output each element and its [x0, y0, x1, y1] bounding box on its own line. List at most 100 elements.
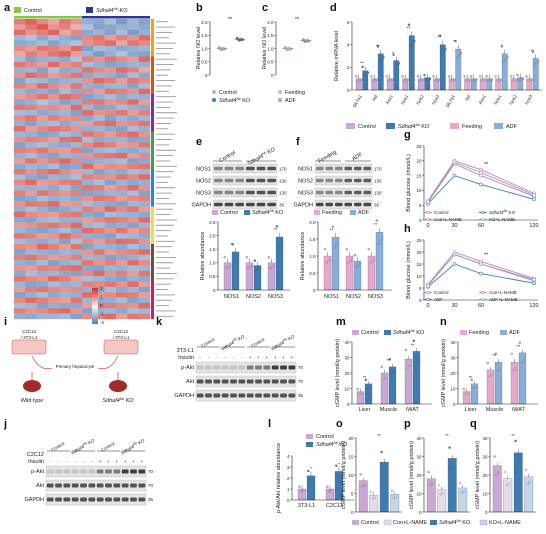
- heatmap-cell: [138, 142, 151, 148]
- heatmap-cell: [59, 292, 71, 298]
- heatmap-scale-segment: [92, 300, 98, 303]
- panel-f-legend-adf: ADF: [358, 210, 370, 216]
- heatmap-cell: [138, 244, 151, 250]
- heatmap-cell: [127, 308, 139, 314]
- panel-d-point: [407, 23, 411, 26]
- panel-q-y-tick-label: 0: [485, 510, 488, 515]
- panel-h-legend-marker: [481, 297, 485, 302]
- heatmap-cell: [82, 131, 94, 138]
- heatmap-cell: [25, 120, 37, 127]
- panel-m-point: [356, 387, 359, 391]
- panel-e-blot-strip: [212, 175, 278, 186]
- heatmap-cell: [36, 136, 49, 143]
- panel-k-blot-band: [238, 365, 246, 370]
- panel-k-blot-band: [271, 365, 279, 370]
- heatmap-cell: [127, 35, 139, 41]
- heatmap-cell: [36, 104, 49, 111]
- heatmap-cell: [127, 61, 139, 68]
- heatmap-cell: [25, 238, 37, 245]
- heatmap-cell: [138, 254, 151, 261]
- heatmap-cell: [127, 217, 139, 223]
- panel-h-legend-label: Control: [434, 290, 449, 295]
- panel-d-point: [484, 78, 487, 82]
- heatmap-cell: [138, 19, 151, 25]
- heatmap-cell: [25, 174, 37, 180]
- heatmap-cell: [82, 260, 94, 266]
- heatmap-cell: [127, 265, 139, 271]
- heatmap-cell: [104, 217, 117, 223]
- panel-d-point: [366, 71, 370, 74]
- heatmap-cell: [127, 56, 139, 63]
- panel-b-point: [236, 37, 239, 40]
- panel-e-blot-mw: 130: [279, 179, 287, 184]
- panel-d-point: [515, 78, 518, 82]
- heatmap-cell: [48, 152, 60, 159]
- heatmap-cell: [138, 206, 151, 213]
- panel-k-blot-band: [205, 393, 212, 398]
- heatmap-cell: [104, 260, 117, 266]
- heatmap-cell: [48, 211, 60, 218]
- panel-h-y-tick-label: 0: [419, 298, 422, 303]
- panel-h-significance: **: [484, 252, 489, 258]
- panel-g-series-point: [452, 173, 457, 178]
- heatmap-cell: [59, 260, 71, 266]
- legend-ko-label-top: Sdhaf4Ab-KO: [96, 7, 128, 14]
- heatmap-cell: [59, 158, 71, 164]
- heatmap-cell: [25, 88, 37, 95]
- heatmap-cell: [36, 174, 49, 180]
- legend-opq-ko-lname-swatch: [479, 519, 488, 526]
- panel-m-legend-ko: Sdhaf4Ab KO: [393, 329, 425, 336]
- heatmap-cell: [138, 169, 151, 175]
- heatmap-cell: [82, 222, 94, 229]
- heatmap-cell: [104, 40, 117, 46]
- heatmap-cell: [104, 158, 117, 164]
- heatmap-cell: [48, 61, 60, 68]
- heatmap-cell: [82, 61, 94, 68]
- heatmap-cell: [36, 77, 49, 84]
- panel-n-point: [494, 352, 497, 355]
- panel-d-point: [454, 39, 457, 43]
- heatmap-cell: [127, 244, 139, 250]
- heatmap-cell: [14, 45, 26, 52]
- panel-d-point: [521, 77, 525, 80]
- heatmap-cell: [104, 152, 117, 159]
- panel-d-point: [376, 45, 380, 48]
- heatmap-cell: [14, 147, 26, 154]
- panel-e-blot-row-label: GAPDH: [191, 203, 211, 209]
- heatmap-cell: [25, 281, 37, 288]
- panel-o-point: [362, 484, 366, 487]
- panel-k-blot-band: [263, 379, 271, 384]
- panel-g-y-label: Blood glucose (mmol/L): [406, 154, 412, 212]
- heatmap-scale-segment: [92, 307, 98, 310]
- heatmap-cell: [82, 227, 94, 234]
- heatmap-cell: [48, 120, 60, 127]
- panel-q-point: [496, 471, 500, 474]
- heatmap-cell: [70, 136, 83, 143]
- heatmap-cell: [70, 308, 83, 314]
- heatmap-cell: [127, 51, 139, 57]
- panel-d-point: [535, 61, 538, 65]
- panel-g-series-line: [427, 160, 535, 202]
- panel-k-group-label: Sdhaf4Ab KO: [220, 333, 246, 352]
- panel-letter-k: k: [156, 316, 163, 328]
- panel-k-blot-band: [271, 393, 279, 398]
- panel-h-x-tick-label: 60: [478, 303, 484, 309]
- heatmap-cell: [116, 169, 128, 175]
- heatmap-cell: [138, 67, 151, 73]
- heatmap-cell: [93, 136, 105, 143]
- panel-e-point: [250, 264, 254, 267]
- heatmap-cell: [36, 302, 49, 309]
- panel-e-y-label: Relative abundance: [200, 232, 206, 281]
- panel-j-blot-band: [138, 469, 146, 474]
- panel-d-x-tick-label: Nos2: [508, 94, 518, 106]
- panel-d-y-tick-label: 2: [347, 65, 350, 70]
- heatmap-cell: [127, 302, 139, 309]
- panel-e-point: [267, 256, 270, 259]
- heatmap-cell: [116, 249, 128, 255]
- panel-k-insulin-sign: -: [199, 355, 201, 360]
- panel-d-point: [533, 63, 537, 66]
- panel-d-point: [382, 56, 385, 59]
- heatmap-cell: [127, 29, 139, 36]
- panel-n-y-tick-label: 30: [450, 355, 456, 360]
- panel-h-legend-marker: [426, 297, 430, 302]
